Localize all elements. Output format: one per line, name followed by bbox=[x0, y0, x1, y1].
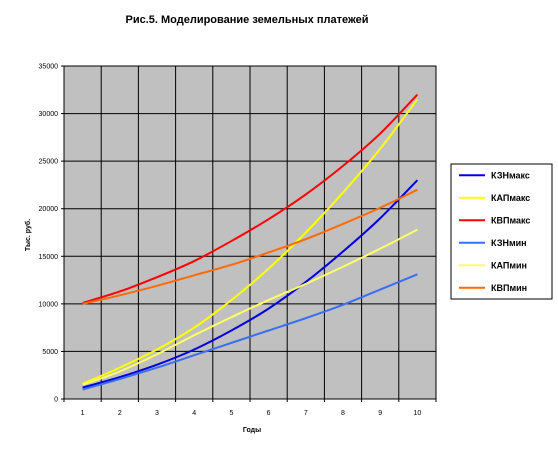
legend-label: КЗНмин bbox=[491, 238, 527, 248]
y-tick-label: 35000 bbox=[39, 64, 59, 71]
y-tick-label: 15000 bbox=[39, 254, 59, 261]
series-line-4 bbox=[82, 273, 418, 391]
x-tick-label: 10 bbox=[414, 410, 422, 417]
legend-label: КЗНмакс bbox=[491, 170, 530, 180]
x-tick-label: 7 bbox=[304, 410, 308, 417]
y-tick-label: 25000 bbox=[39, 159, 59, 166]
x-axis-label: Годы bbox=[243, 427, 261, 434]
legend-label: КАПмин bbox=[491, 260, 527, 270]
series-line-6 bbox=[82, 188, 418, 305]
series-line-5 bbox=[82, 228, 418, 386]
x-tick-label: 6 bbox=[267, 410, 271, 417]
legend-label: КАПмакс bbox=[491, 193, 530, 203]
legend-label: КВПмакс bbox=[491, 215, 530, 225]
x-tick-label: 1 bbox=[81, 410, 85, 417]
y-tick-label: 10000 bbox=[39, 301, 59, 308]
series-line-2 bbox=[82, 98, 419, 385]
y-axis-label: Тыс. руб. bbox=[24, 219, 32, 251]
y-tick-label: 30000 bbox=[39, 111, 59, 118]
y-tick-label: 20000 bbox=[39, 206, 59, 213]
x-tick-label: 8 bbox=[341, 410, 345, 417]
y-tick-label: 0 bbox=[54, 397, 58, 404]
series-line-1 bbox=[82, 179, 419, 389]
y-tick-label: 5000 bbox=[42, 349, 58, 356]
x-tick-label: 9 bbox=[378, 410, 382, 417]
chart-title: Рис.5. Моделирование земельных платежей bbox=[125, 14, 369, 26]
series-line-3 bbox=[82, 93, 419, 304]
x-tick-label: 5 bbox=[229, 410, 233, 417]
legend-label: КВПмин bbox=[491, 283, 527, 293]
x-tick-label: 2 bbox=[118, 410, 122, 417]
x-tick-label: 3 bbox=[155, 410, 159, 417]
legend bbox=[450, 163, 553, 300]
x-tick-label: 4 bbox=[192, 410, 196, 417]
